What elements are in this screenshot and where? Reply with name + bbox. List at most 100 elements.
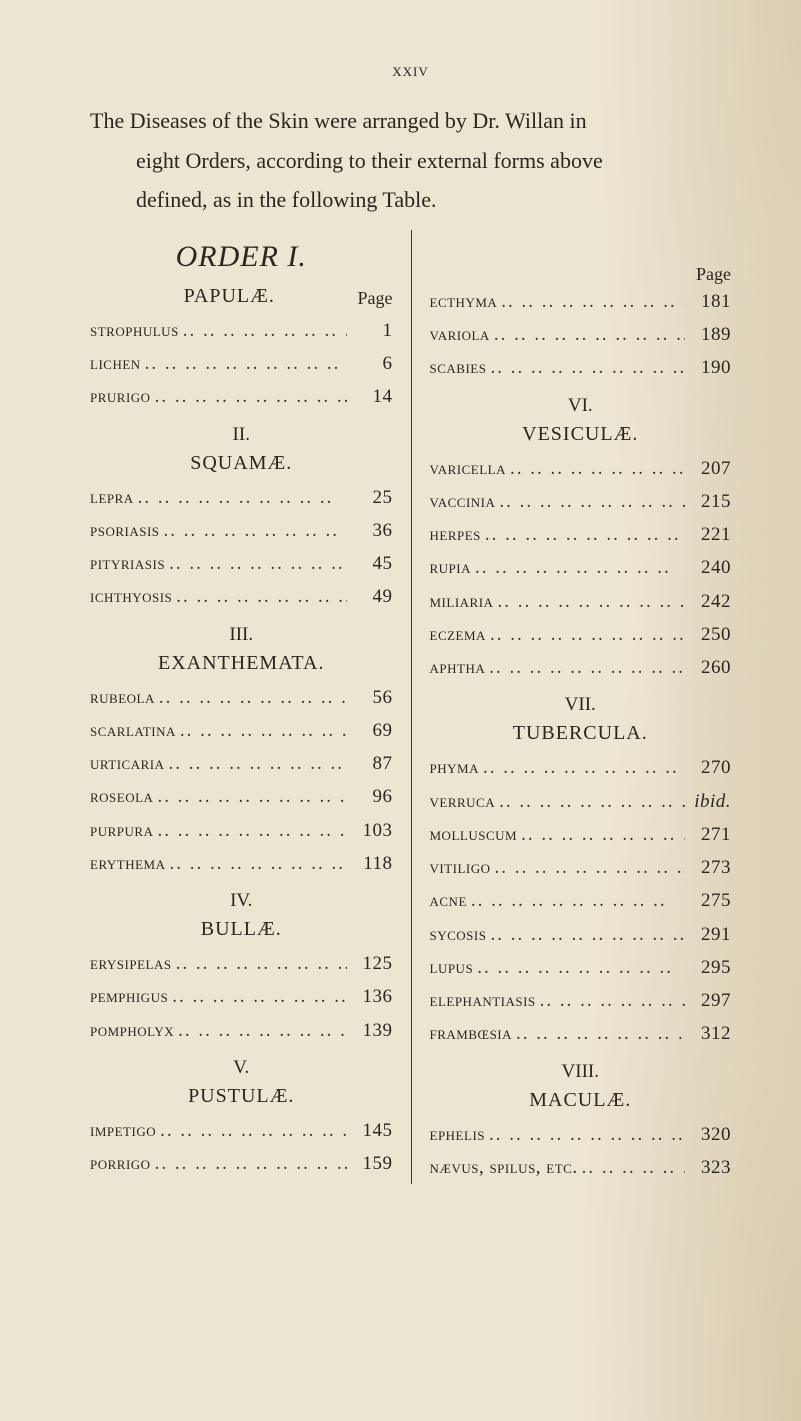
entry-page-number: 215 [685,485,731,518]
leader-dots [486,618,685,651]
index-entry: acne 275 [430,884,732,917]
entry-name: verruca [430,785,496,818]
index-entry: phyma 270 [430,751,732,784]
entry-name: molluscum [430,818,518,851]
index-entry: variola189 [430,318,732,351]
leader-dots [165,747,347,780]
entry-page-number: 96 [347,780,393,813]
index-entry: vaccinia215 [430,485,732,518]
entry-name: lichen [90,347,141,380]
entry-name: ichthyosis [90,580,172,613]
group-heading: TUBERCULA. [430,722,732,745]
index-entry: rupia240 [430,551,732,584]
entry-page-number: 36 [347,514,393,547]
leader-dots [166,847,347,880]
entry-name: variola [430,318,490,351]
index-entry: pityriasis45 [90,547,393,580]
entry-name: herpes [430,518,481,551]
leader-dots [156,1114,346,1147]
order-roman-numeral: VII. [430,694,732,716]
leader-dots [153,814,346,847]
entry-name: elephantiasis [430,984,536,1017]
index-entry: urticaria87 [90,747,393,780]
leader-dots [491,851,685,884]
index-entry: erythema118 [90,847,393,880]
entry-page-number: 295 [685,951,731,984]
entry-name: vitiligo [430,851,491,884]
entry-page-number: 260 [685,651,731,684]
index-entry: purpura103 [90,814,393,847]
index-entry: varicella207 [430,452,732,485]
entry-page-number: 181 [685,285,731,318]
book-page: xxiv The Diseases of the Skin were arran… [0,0,801,1421]
order-roman-numeral: II. [90,424,393,446]
entry-name: scarlatina [90,714,176,747]
index-entry: frambœsia312 [430,1017,732,1050]
index-entry: erysipelas125 [90,947,393,980]
entry-name: psoriasis [90,514,160,547]
page-label-text: Page [689,264,731,285]
entry-name: pompholyx [90,1014,174,1047]
running-page-number: xxiv [90,60,731,81]
entry-name: roseola [90,780,153,813]
index-entry: prurigo 14 [90,380,393,413]
group-heading: VESICULÆ. [430,423,732,446]
entry-name: purpura [90,814,153,847]
order-roman-numeral: VIII. [430,1061,732,1083]
index-entry: elephantiasis297 [430,984,732,1017]
index-entry: aphtha260 [430,651,732,684]
leader-dots [490,318,685,351]
leader-dots [168,980,346,1013]
entry-name: prurigo [90,380,151,413]
index-entry: impetigo145 [90,1114,393,1147]
order-roman-numeral: IV. [90,890,393,912]
entry-page-number: 242 [685,585,731,618]
leader-dots [155,681,347,714]
entry-name: acne [430,884,467,917]
index-entry: ecthyma 181 [430,285,732,318]
entry-name: lepra [90,481,134,514]
leader-dots [578,1151,685,1184]
entry-page-number: 45 [347,547,393,580]
index-entry: molluscum271 [430,818,732,851]
group-heading: SQUAMÆ. [90,452,393,475]
leader-dots [486,918,685,951]
page-label-text: Page [351,288,393,309]
entry-name: lupus [430,951,474,984]
entry-page-number: 14 [347,380,393,413]
index-entry: roseola 96 [90,780,393,813]
entry-name: strophulus [90,314,179,347]
entry-name: eczema [430,618,486,651]
entry-page-number: 273 [685,851,731,884]
entry-page-number: 270 [685,751,731,784]
leader-dots [493,585,685,618]
entry-name: phyma [430,751,479,784]
leader-dots [141,347,347,380]
group-heading: PUSTULÆ. [90,1085,393,1108]
left-column: ORDER I. PagePAPULÆ. strophulus1lichen6p… [90,230,411,1184]
order-roman-numeral: V. [90,1057,393,1079]
entry-page-number: 49 [347,580,393,613]
leader-dots [506,452,685,485]
leader-dots [497,285,685,318]
entry-page-number: 275 [685,884,731,917]
entry-page-number: 240 [685,551,731,584]
entry-name: scabies [430,351,487,384]
entry-page-number: 190 [685,351,731,384]
index-entry: ephelis320 [430,1118,732,1151]
entry-name: ecthyma [430,285,498,318]
index-entry: nævus, spilus, etc.323 [430,1151,732,1184]
entry-name: varicella [430,452,506,485]
index-entry: pemphigus136 [90,980,393,1013]
preamble-line-1: The Diseases of the Skin were arranged b… [90,108,587,133]
entry-name: porrigo [90,1147,151,1180]
index-entry: rubeola56 [90,681,393,714]
entry-page-number: 145 [347,1114,393,1147]
entry-name: rubeola [90,681,155,714]
leader-dots [495,485,685,518]
index-entry: lichen6 [90,347,393,380]
leader-dots [165,547,346,580]
leader-dots [153,780,346,813]
leader-dots [485,1118,685,1151]
index-entry: strophulus1 [90,314,393,347]
